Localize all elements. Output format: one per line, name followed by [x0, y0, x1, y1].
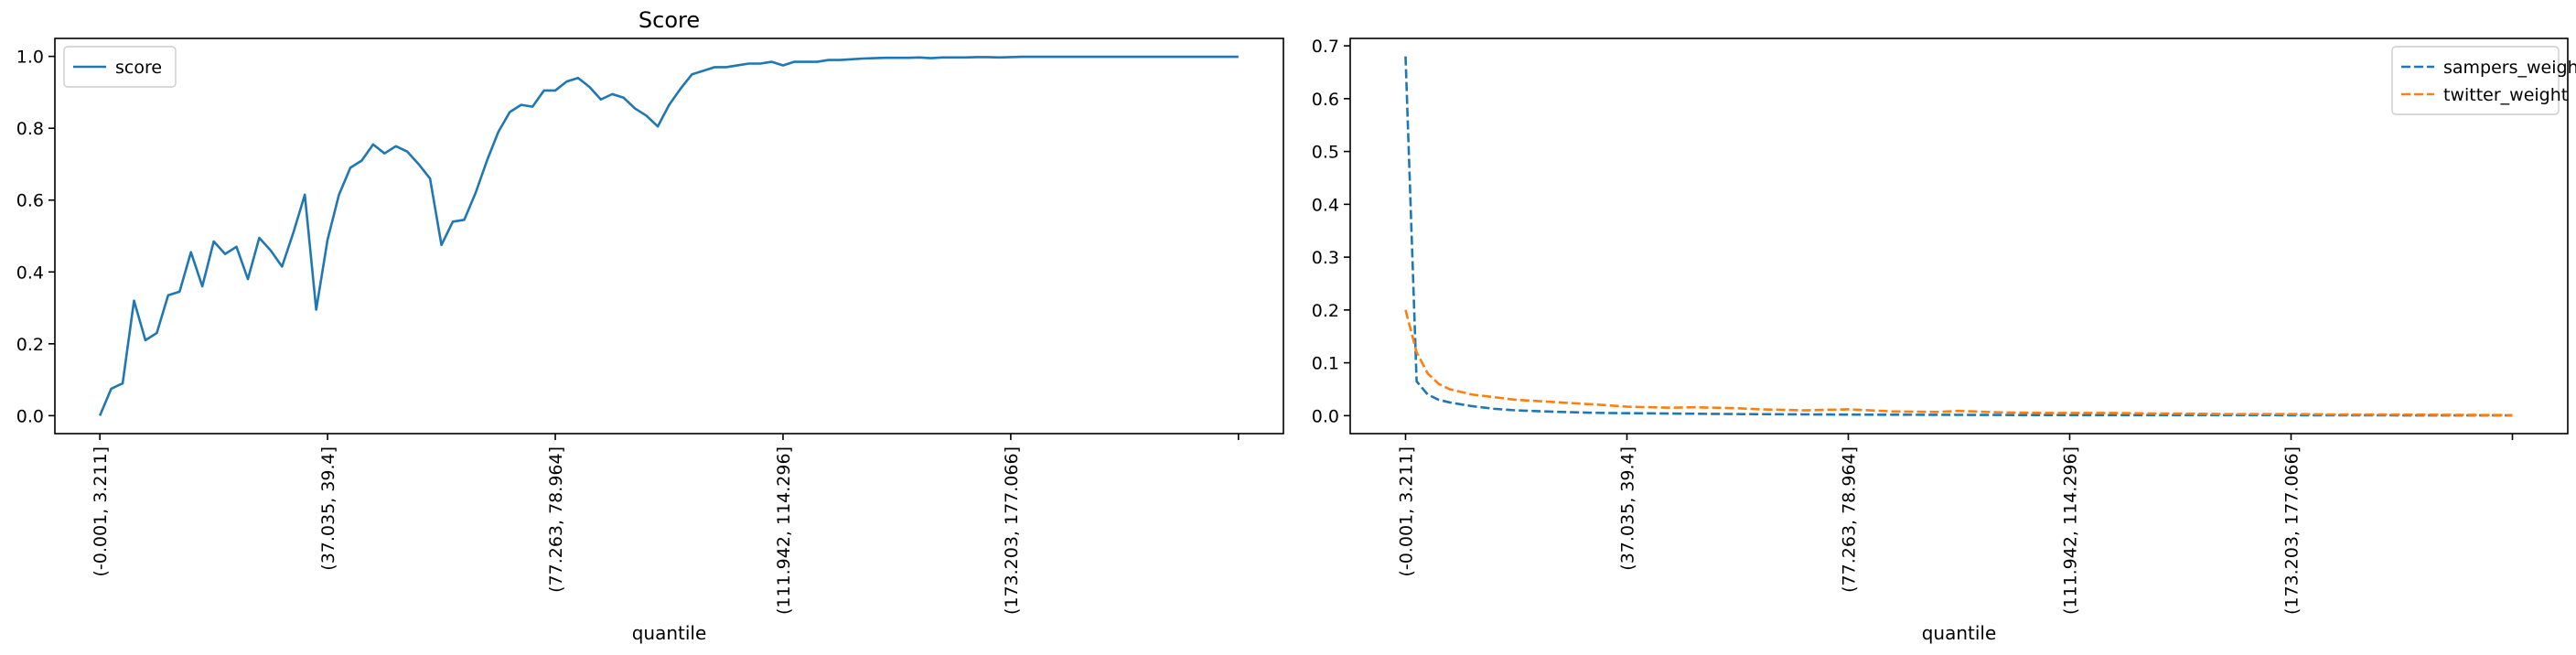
y-tick-label: 1.0: [16, 48, 44, 68]
x-tick-label: (111.942, 114.296]: [2061, 446, 2081, 615]
x-tick-label: (173.203, 177.066]: [2282, 446, 2302, 615]
legend-label-score: score: [115, 58, 162, 78]
y-tick-label: 0.3: [1312, 248, 1339, 268]
x-tick-label: (173.203, 177.066]: [1002, 446, 1022, 615]
x-tick-label: (37.035, 39.4]: [318, 446, 338, 571]
chart-title: Score: [639, 7, 700, 33]
x-tick-label: (77.263, 78.964]: [1840, 446, 1860, 593]
y-tick-label: 0.1: [1312, 354, 1339, 374]
x-axis-label: quantile: [632, 622, 707, 644]
x-tick-label: (111.942, 114.296]: [774, 446, 794, 615]
legend-label-sampers_weight: sampers_weight: [2443, 58, 2576, 78]
plot-frame: [1349, 38, 2569, 435]
legend-label-twitter_weight: twitter_weight: [2443, 85, 2568, 105]
legend-box: [63, 46, 177, 88]
legend: score: [63, 46, 177, 88]
x-tick-label: (-0.001, 3.211]: [91, 446, 111, 577]
x-axis-label: quantile: [1922, 622, 1997, 644]
x-tick-label: (37.035, 39.4]: [1618, 446, 1638, 571]
y-tick-label: 0.8: [16, 119, 44, 139]
series-line-twitter_weight: [1404, 309, 2513, 417]
y-tick-label: 0.0: [16, 406, 44, 426]
chart-panel-1: Score 0.0 0.2 0.4 0.6 0.8 1.0 (-0.001, 3.211] (3…: [16, 7, 1284, 644]
legend: sampers_weight twitter_weight: [2391, 46, 2576, 115]
x-tick-label: (-0.001, 3.211]: [1397, 446, 1417, 577]
y-tick-label: 0.5: [1312, 143, 1339, 163]
plot-frame: [54, 38, 1284, 435]
y-tick-label: 0.6: [16, 191, 44, 211]
y-tick-label: 0.4: [16, 263, 44, 283]
series-line-sampers_weight: [1404, 56, 2513, 417]
y-tick-label: 0.2: [1312, 301, 1339, 321]
chart-panel-2: 0.0 0.1 0.2 0.3 0.4 0.5 0.6 0.7 (-0.001, 3.211] (…: [1312, 37, 2576, 644]
y-tick-label: 0.4: [1312, 195, 1339, 215]
y-tick-label: 0.6: [1312, 90, 1339, 110]
y-tick-label: 0.0: [1312, 406, 1339, 426]
y-tick-label: 0.2: [16, 335, 44, 355]
legend-box: [2391, 46, 2560, 115]
y-tick-label: 0.7: [1312, 37, 1339, 57]
series-line-score: [98, 55, 1239, 416]
x-tick-label: (77.263, 78.964]: [546, 446, 566, 593]
